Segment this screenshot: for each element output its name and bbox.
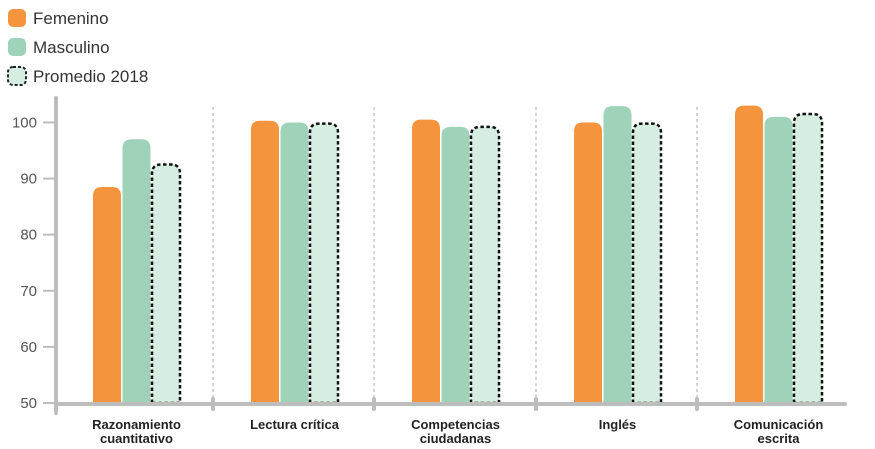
y-tick-label-70: 70 xyxy=(20,283,37,300)
bar-lectura-critica-masculino xyxy=(280,122,309,403)
axes xyxy=(54,96,847,415)
y-tick-label-80: 80 xyxy=(20,227,37,244)
bar-lectura-critica-promedio-2018 xyxy=(308,122,340,405)
y-tick-label-50: 50 xyxy=(20,395,37,412)
category-label-comunicacion-escrita-line-2: escrita xyxy=(758,431,801,446)
category-label-razonamiento-cuantitativo-line-1: Razonamiento xyxy=(92,417,181,432)
legend-label-masculino: Masculino xyxy=(33,38,110,57)
y-tick-label-90: 90 xyxy=(20,171,37,188)
category-label-ingles: Inglés xyxy=(599,417,637,432)
category-label-lectura-critica: Lectura crítica xyxy=(250,417,340,432)
y-tick-label-100: 100 xyxy=(12,114,37,131)
bar-competencias-ciudadanas-masculino xyxy=(441,126,470,403)
bar-ingles-femenino xyxy=(574,122,602,403)
legend-label-promedio-2018: Promedio 2018 xyxy=(33,67,148,86)
bar-comunicacion-escrita-masculino xyxy=(764,116,793,403)
bar-comunicacion-escrita-femenino xyxy=(735,105,763,403)
y-axis-ticks: 50 60 70 80 90 100 xyxy=(12,114,56,412)
category-label-competencias-ciudadanas-line-1: Competencias xyxy=(411,417,500,432)
legend: Femenino Masculino Promedio 2018 xyxy=(7,9,148,86)
legend-label-femenino: Femenino xyxy=(33,9,109,28)
legend-swatch-femenino xyxy=(8,9,26,27)
bar-razonamiento-cuantitativo-femenino xyxy=(93,186,121,403)
bar-ingles-masculino xyxy=(603,106,632,403)
bars xyxy=(93,105,824,405)
bar-lectura-critica-femenino xyxy=(251,120,279,403)
bar-razonamiento-cuantitativo-promedio-2018 xyxy=(150,163,182,405)
category-label-comunicacion-escrita-line-1: Comunicación xyxy=(734,417,824,432)
legend-swatch-masculino xyxy=(8,38,26,56)
category-label-competencias-ciudadanas-line-2: ciudadanas xyxy=(420,431,492,446)
bar-competencias-ciudadanas-promedio-2018 xyxy=(469,125,501,405)
bar-competencias-ciudadanas-femenino xyxy=(412,119,440,403)
bar-comunicacion-escrita-promedio-2018 xyxy=(792,112,824,405)
legend-swatch-promedio-2018 xyxy=(7,66,27,86)
category-separators xyxy=(212,107,698,403)
category-label-razonamiento-cuantitativo-line-2: cuantitativo xyxy=(100,431,173,446)
bar-ingles-promedio-2018 xyxy=(631,122,663,405)
y-tick-label-60: 60 xyxy=(20,339,37,356)
bar-razonamiento-cuantitativo-masculino xyxy=(122,139,151,403)
